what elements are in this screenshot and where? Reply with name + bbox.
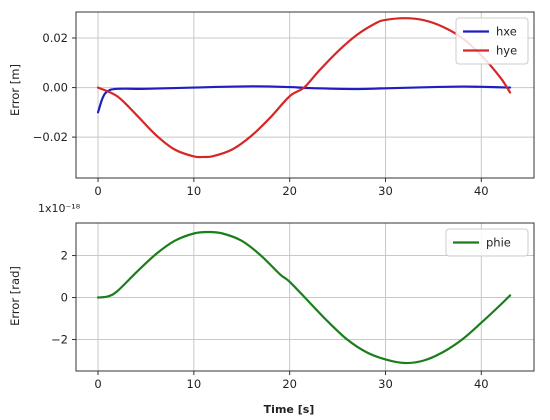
top-plot-series-hye xyxy=(96,17,512,159)
bottom-plot-x-tick-label: 30 xyxy=(378,377,393,391)
top-plot-series-hxe xyxy=(96,85,512,114)
top-plot-x-tick-label: 40 xyxy=(474,184,489,198)
bottom-plot-x-tick-label: 10 xyxy=(187,377,202,391)
top-plot-legend-box xyxy=(455,17,529,65)
bottom-plot-x-axis-label: Time [s] xyxy=(264,403,315,416)
top-plot: 0 10 20 30 40 −0.02 0.00 0.02 Error [m] hxe hye xyxy=(8,11,535,198)
bottom-plot-y-axis-label: Error [rad] xyxy=(8,266,22,326)
top-plot-x-tick-label: 0 xyxy=(94,184,101,198)
bottom-plot-x-tick-label: 20 xyxy=(282,377,297,391)
bottom-plot-legend-label-phie: phie xyxy=(486,236,511,250)
bottom-plot-y-tick-label: 0 xyxy=(61,291,68,305)
top-plot-legend-label-hxe: hxe xyxy=(496,25,517,39)
bottom-plot: 0 10 20 30 40 −2 0 2 Error [rad] Time [s] 1x10⁻… xyxy=(8,202,535,416)
top-plot-x-tick-label: 30 xyxy=(378,184,393,198)
top-plot-x-tick-label: 10 xyxy=(187,184,202,198)
bottom-plot-ticks: 0 10 20 30 40 −2 0 2 xyxy=(51,249,489,391)
top-plot-legend-label-hye: hye xyxy=(496,44,517,58)
top-plot-y-tick-label: 0.00 xyxy=(42,81,68,95)
top-plot-x-tick-label: 20 xyxy=(282,184,297,198)
bottom-plot-y-tick-label: −2 xyxy=(51,333,68,347)
top-plot-ticks: 0 10 20 30 40 −0.02 0.00 0.02 xyxy=(33,31,489,198)
top-plot-y-tick-label: −0.02 xyxy=(33,130,68,144)
bottom-plot-x-tick-label: 40 xyxy=(474,377,489,391)
bottom-plot-frame xyxy=(75,222,535,372)
top-plot-y-axis-label: Error [m] xyxy=(8,64,22,116)
top-plot-series xyxy=(96,17,512,159)
bottom-plot-x-tick-label: 0 xyxy=(94,377,101,391)
bottom-plot-legend: phie xyxy=(445,228,529,257)
bottom-plot-legend-box xyxy=(445,228,529,257)
bottom-plot-y-scale-label: 1x10⁻¹⁸ xyxy=(38,202,81,215)
bottom-plot-y-tick-label: 2 xyxy=(61,249,68,263)
top-plot-y-tick-label: 0.02 xyxy=(42,31,68,45)
bottom-plot-series-phie xyxy=(96,230,512,365)
top-plot-frame xyxy=(75,11,535,179)
top-plot-legend: hxe hye xyxy=(455,17,529,65)
bottom-plot-series xyxy=(96,230,512,365)
